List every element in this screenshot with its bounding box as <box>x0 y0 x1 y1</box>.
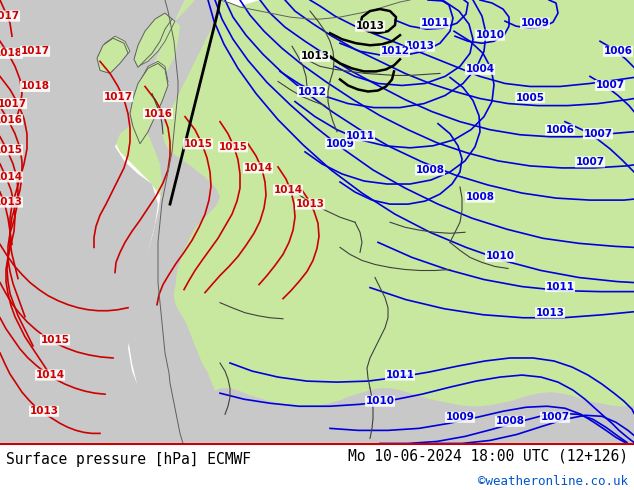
Text: 1011: 1011 <box>545 282 574 292</box>
Text: 1007: 1007 <box>576 157 605 167</box>
Text: 1018: 1018 <box>0 49 22 58</box>
Text: 1013: 1013 <box>356 21 384 31</box>
Text: 1015: 1015 <box>183 139 212 149</box>
Polygon shape <box>98 36 130 72</box>
Text: 1007: 1007 <box>540 412 569 422</box>
Text: 1014: 1014 <box>243 163 273 173</box>
Text: 1008: 1008 <box>415 165 444 175</box>
Text: 1006: 1006 <box>545 125 574 135</box>
Text: 1014: 1014 <box>36 370 65 380</box>
Text: 1009: 1009 <box>446 412 474 422</box>
Text: 1011: 1011 <box>346 131 375 141</box>
Polygon shape <box>132 61 168 123</box>
Text: 1017: 1017 <box>0 11 20 21</box>
Text: 1013: 1013 <box>0 197 22 207</box>
Polygon shape <box>134 13 172 67</box>
Text: 1007: 1007 <box>583 129 612 139</box>
Text: 1016: 1016 <box>0 115 22 124</box>
Text: ©weatheronline.co.uk: ©weatheronline.co.uk <box>477 475 628 488</box>
Text: 1011: 1011 <box>385 370 415 380</box>
Text: 1010: 1010 <box>486 251 515 262</box>
Text: 1015: 1015 <box>0 145 22 155</box>
Text: 1009: 1009 <box>521 18 550 28</box>
Polygon shape <box>97 38 128 74</box>
Text: 1010: 1010 <box>365 396 394 406</box>
Text: 1010: 1010 <box>476 30 505 40</box>
Text: 1011: 1011 <box>420 18 450 28</box>
Text: 1015: 1015 <box>219 142 247 152</box>
Text: 1017: 1017 <box>103 92 133 101</box>
Text: 1015: 1015 <box>41 335 70 345</box>
Text: 1014: 1014 <box>273 185 302 195</box>
Text: Surface pressure [hPa] ECMWF: Surface pressure [hPa] ECMWF <box>6 452 251 467</box>
Text: 1012: 1012 <box>380 46 410 56</box>
Text: 1004: 1004 <box>465 64 495 74</box>
Text: 1017: 1017 <box>0 98 27 109</box>
Text: 1008: 1008 <box>465 192 495 202</box>
Polygon shape <box>135 16 175 66</box>
Text: 1006: 1006 <box>604 46 633 56</box>
Text: 1018: 1018 <box>20 81 49 92</box>
Text: 1013: 1013 <box>406 41 434 51</box>
Text: 1014: 1014 <box>0 172 23 182</box>
Text: 1013: 1013 <box>30 406 58 416</box>
Text: 1007: 1007 <box>595 80 624 91</box>
Text: Mo 10-06-2024 18:00 UTC (12+126): Mo 10-06-2024 18:00 UTC (12+126) <box>347 449 628 464</box>
Polygon shape <box>128 0 220 443</box>
Text: 1005: 1005 <box>515 93 545 102</box>
Text: 1017: 1017 <box>20 46 49 56</box>
Text: 1012: 1012 <box>297 87 327 97</box>
Polygon shape <box>160 388 634 443</box>
Text: 1008: 1008 <box>496 416 524 426</box>
Text: 1013: 1013 <box>301 51 330 61</box>
Polygon shape <box>130 63 168 144</box>
Text: 1016: 1016 <box>143 109 172 119</box>
Text: 1013: 1013 <box>536 308 564 318</box>
Text: 1009: 1009 <box>326 139 354 149</box>
Polygon shape <box>0 0 200 443</box>
Text: 1013: 1013 <box>295 199 325 209</box>
Polygon shape <box>115 0 634 443</box>
